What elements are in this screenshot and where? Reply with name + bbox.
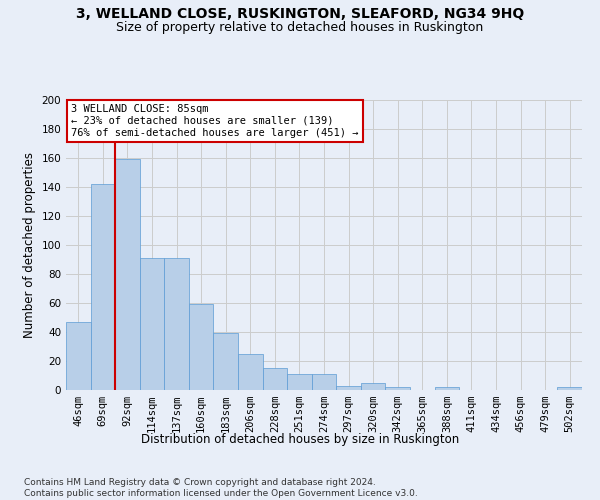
- Bar: [434, 387, 459, 390]
- Text: 3, WELLAND CLOSE, RUSKINGTON, SLEAFORD, NG34 9HQ: 3, WELLAND CLOSE, RUSKINGTON, SLEAFORD, …: [76, 8, 524, 22]
- Bar: [312, 374, 336, 390]
- Bar: [287, 374, 312, 390]
- Bar: [189, 304, 214, 390]
- Text: Contains HM Land Registry data © Crown copyright and database right 2024.
Contai: Contains HM Land Registry data © Crown c…: [24, 478, 418, 498]
- Bar: [164, 258, 189, 390]
- Bar: [66, 322, 91, 390]
- Bar: [115, 160, 140, 390]
- Text: 3 WELLAND CLOSE: 85sqm
← 23% of detached houses are smaller (139)
76% of semi-de: 3 WELLAND CLOSE: 85sqm ← 23% of detached…: [71, 104, 359, 138]
- Text: Size of property relative to detached houses in Ruskington: Size of property relative to detached ho…: [116, 21, 484, 34]
- Bar: [140, 258, 164, 390]
- Bar: [385, 387, 410, 390]
- Bar: [557, 387, 582, 390]
- Bar: [361, 383, 385, 390]
- Bar: [238, 354, 263, 390]
- Bar: [336, 386, 361, 390]
- Bar: [214, 334, 238, 390]
- Bar: [263, 368, 287, 390]
- Text: Distribution of detached houses by size in Ruskington: Distribution of detached houses by size …: [141, 432, 459, 446]
- Bar: [91, 184, 115, 390]
- Y-axis label: Number of detached properties: Number of detached properties: [23, 152, 36, 338]
